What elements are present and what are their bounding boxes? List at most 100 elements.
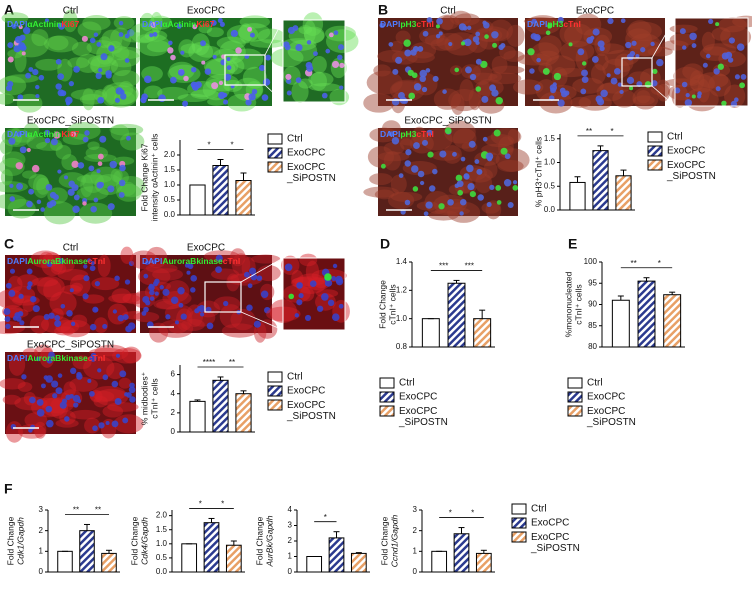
cell: [76, 53, 101, 73]
nucleus: [697, 91, 702, 96]
cell: [560, 40, 595, 62]
nucleus: [83, 264, 88, 269]
legend-swatch: [267, 371, 283, 383]
nucleus: [9, 196, 16, 202]
cell: [93, 395, 108, 408]
cell: [69, 377, 98, 392]
nucleus: [199, 312, 205, 317]
nucleus: [177, 287, 185, 295]
bar: [663, 294, 682, 348]
nucleus: [419, 69, 428, 78]
nucleus: [129, 396, 136, 403]
cell: [459, 79, 474, 102]
nucleus: [435, 33, 441, 39]
zoom-box: [204, 281, 242, 313]
bar: [611, 299, 630, 348]
nucleus: [73, 402, 79, 408]
nucleus: [425, 201, 433, 209]
legend-swatch: [511, 517, 527, 529]
zoom-frame: [282, 257, 346, 331]
y-tick-label: 1.0: [544, 158, 556, 167]
legend-swatch: [267, 147, 283, 159]
micrograph-texture: [0, 344, 144, 443]
nucleus: [321, 293, 329, 301]
cell: [506, 24, 525, 47]
nucleus: [325, 48, 331, 54]
cell: [137, 33, 170, 57]
nucleus: [425, 68, 431, 73]
cell: [69, 409, 101, 420]
nucleus: [626, 76, 635, 85]
cell: [67, 57, 90, 69]
nucleus: [395, 56, 403, 64]
significance-label: ***: [439, 262, 448, 271]
cell: [673, 66, 701, 86]
nucleus: [30, 296, 36, 301]
nucleus: [5, 85, 13, 92]
nucleus: [581, 61, 587, 66]
nucleus: [183, 75, 189, 82]
nucleus: [650, 41, 655, 47]
stain-name: DAPI: [527, 19, 547, 29]
nucleus: [180, 50, 185, 55]
nucleus: [444, 127, 452, 135]
nucleus: [717, 63, 724, 70]
y-tick-label: 0: [39, 567, 44, 576]
cell: [304, 26, 325, 44]
micrograph-texture: [0, 246, 148, 338]
nucleus: [421, 139, 428, 146]
image-title: ExoCPC: [187, 243, 225, 254]
cell: [93, 89, 108, 102]
nucleus: [215, 266, 222, 274]
stain-name: Ki67: [61, 129, 79, 139]
legend-label: Ctrl: [399, 378, 415, 389]
nucleus: [404, 49, 412, 57]
micrograph-texture: [661, 15, 752, 112]
nucleus: [331, 276, 337, 281]
nucleus: [154, 291, 159, 296]
nucleus: [457, 189, 464, 196]
cell: [150, 11, 163, 34]
nucleus: [22, 26, 31, 35]
nucleus: [93, 197, 99, 203]
cell: [436, 32, 464, 51]
y-axis-label: Cdk1/Gapdh: [15, 517, 25, 565]
nucleus: [245, 99, 252, 106]
cell: [239, 15, 270, 29]
y-tick-label: 0.0: [544, 205, 556, 214]
nucleus: [162, 288, 170, 296]
nucleus: [122, 417, 129, 424]
cell: [572, 77, 604, 94]
cell: [232, 48, 264, 70]
cell: [632, 87, 659, 110]
legend-label: ExoCPC: [587, 392, 625, 403]
nucleus: [442, 89, 447, 94]
nucleus: [92, 306, 99, 313]
cell: [249, 39, 286, 48]
cell: [308, 72, 334, 87]
cell: [430, 38, 454, 51]
nucleus: [590, 35, 595, 40]
cell: [76, 186, 109, 201]
nucleus: [21, 51, 26, 56]
nucleus: [261, 94, 269, 101]
cell: [47, 35, 69, 51]
nucleus: [176, 23, 182, 29]
y-axis-label: % pH3⁺cTnI⁺ cells: [533, 137, 543, 207]
nucleus: [454, 67, 460, 73]
legend-swatch: [511, 503, 527, 515]
nucleus: [105, 420, 110, 426]
cell: [113, 16, 135, 30]
nucleus: [124, 279, 131, 285]
nucleus: [481, 95, 489, 103]
cell: [112, 69, 140, 88]
y-tick-label: 3: [288, 521, 293, 530]
cell: [369, 173, 393, 186]
cell: [113, 169, 129, 185]
y-tick-label: 1: [413, 546, 418, 555]
nucleus: [475, 40, 480, 46]
nucleus: [610, 77, 618, 85]
nucleus: [4, 316, 11, 322]
nucleus: [397, 92, 405, 99]
y-tick-label: 2: [39, 526, 44, 535]
